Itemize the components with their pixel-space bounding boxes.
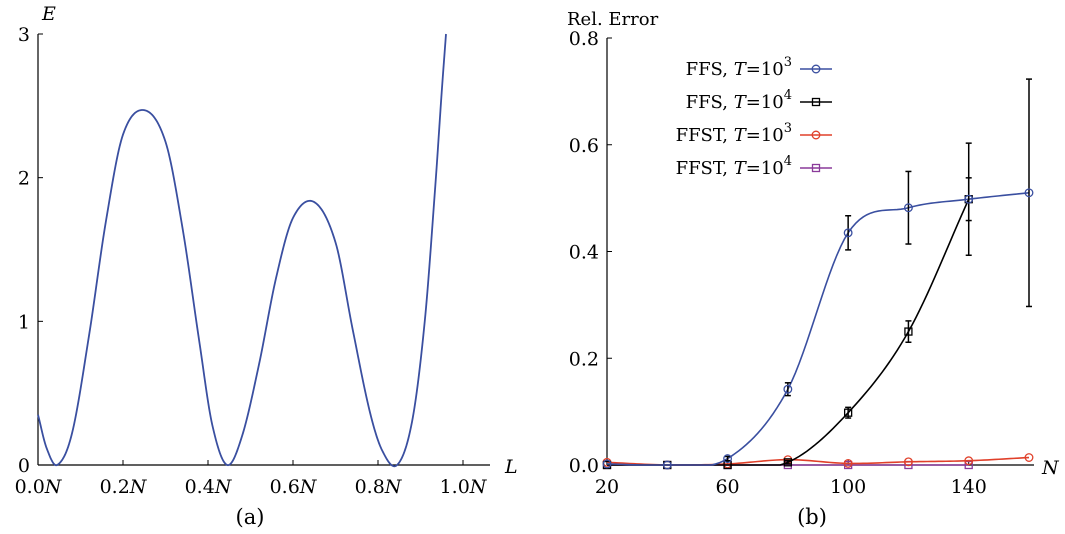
panel-b-data-point [723, 460, 732, 470]
panel-a-x-axis-label: L [504, 456, 518, 478]
legend-entry-label: FFS, T=104 [686, 88, 792, 113]
panel-b-series-1 [602, 177, 973, 470]
panel-b-data-point [964, 456, 974, 466]
panel-b-y-tick-label: 0.6 [569, 135, 599, 157]
legend-entry-marker [811, 163, 821, 173]
panel-b-x-axis-label: N [1041, 457, 1060, 479]
panel-a-y-axis-label: E [41, 3, 56, 25]
panel-b-data-point [602, 459, 612, 469]
panel-a-y-tick-label: 0 [18, 455, 30, 477]
panel-b-data-point [783, 384, 793, 394]
panel-b-data-point [964, 194, 974, 204]
panel-a-energy-landscape: E L (a) 0.0N 0.2N 0.4N 0.6N 0.8N 1.0N 0 1 2 3 [15, 3, 518, 529]
panel-b-legend: FFS, T=103 FFS, T=104 FFST, T=103 FFST, T=1… [676, 55, 832, 179]
panel-a-x-tick-label: 1.0N [440, 476, 488, 498]
panel-b-series-line [606, 191, 1030, 466]
panel-b-data-point [1024, 453, 1034, 462]
panel-a-x-tick-label: 0.6N [270, 476, 318, 498]
panel-a-y-tick-label: 3 [18, 24, 30, 46]
panel-a-energy-curve [37, 33, 447, 468]
legend-entry-marker [811, 97, 821, 107]
panel-b-data-point [662, 460, 672, 470]
panel-b-x-tick-label: 60 [715, 476, 739, 498]
panel-b-data-point [843, 408, 853, 417]
legend-entry-label: FFST, T=103 [676, 121, 792, 146]
panel-b-y-tick-label: 0.0 [569, 455, 599, 477]
panel-b-data-point [783, 458, 793, 467]
panel-b-data-point [1024, 188, 1034, 198]
panel-a-y-tick-label: 2 [18, 168, 30, 190]
panel-a-x-tick-label: 0.4N [185, 476, 233, 498]
panel-b-x-tick-label: 140 [951, 476, 987, 498]
panel-b-x-tick-label: 100 [830, 476, 866, 498]
panel-b-data-point [843, 458, 853, 468]
panel-b-relative-error: Rel. Error N (b) 20 60 100 140 0.0 0.2 0.4 0.6 0… [567, 9, 1060, 529]
panel-b-data-point [903, 203, 913, 213]
legend-entry-marker [811, 130, 821, 140]
panel-b-data-point [843, 228, 853, 238]
panel-a-x-tick-label: 0.2N [100, 476, 148, 498]
legend-entry-label: FFST, T=104 [676, 154, 792, 179]
panel-b-series-0 [602, 78, 1034, 470]
legend-entry-label: FFS, T=103 [686, 55, 792, 80]
panel-a-caption: (a) [236, 505, 265, 529]
panel-b-data-point [903, 457, 913, 467]
panel-a-y-tick-label: 1 [18, 311, 30, 333]
panel-a-x-tick-label: 0.0N [15, 476, 63, 498]
panel-b-series-line [607, 198, 970, 466]
panel-b-caption: (b) [797, 505, 827, 529]
legend-entry-marker [811, 64, 821, 74]
panel-b-data-point [723, 454, 733, 464]
panel-b-y-tick-label: 0.4 [569, 242, 599, 264]
panel-b-y-tick-label: 0.2 [569, 348, 599, 370]
panel-b-y-tick-label: 0.8 [569, 28, 599, 50]
panel-b-x-tick-label: 20 [595, 476, 619, 498]
panel-b-y-axis-title: Rel. Error [567, 9, 659, 30]
panel-b-data-point [904, 327, 913, 336]
panel-a-x-tick-label: 0.8N [355, 476, 403, 498]
